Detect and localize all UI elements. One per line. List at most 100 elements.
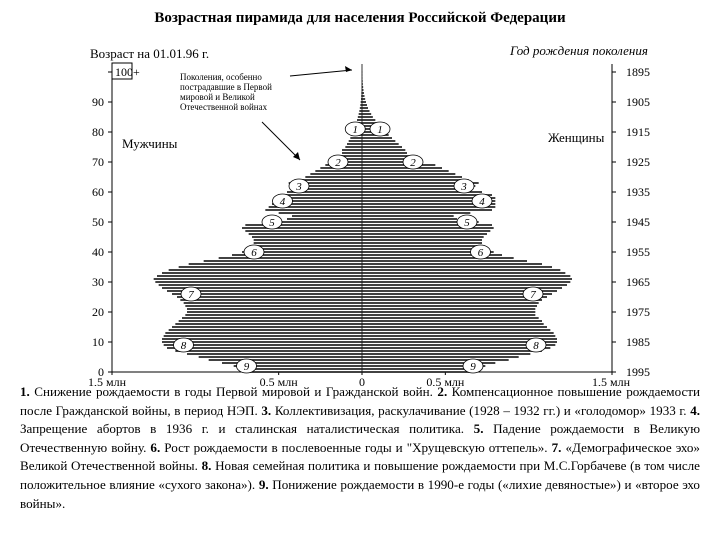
- male-bar: [158, 284, 362, 286]
- female-bar: [362, 269, 561, 271]
- male-bar: [167, 290, 362, 292]
- age-tick-label: 10: [92, 335, 104, 349]
- marker-label-male: 1: [353, 124, 359, 136]
- x-tick-label: 1,5 млн: [88, 375, 127, 386]
- male-bar: [208, 359, 362, 361]
- x-tick-label: 0,5 млн: [260, 375, 299, 386]
- female-bar: [362, 170, 449, 172]
- year-tick-label: 1905: [626, 95, 650, 109]
- female-bar: [362, 140, 396, 142]
- y-left-label: Возраст на 01.01.96 г.: [90, 46, 209, 61]
- chart-labels: Возраст на 01.01.96 г. Год рождения покол…: [88, 43, 650, 386]
- male-bar: [360, 104, 362, 106]
- marker-ellipse: [261, 214, 283, 230]
- female-bar: [362, 110, 370, 112]
- male-bar: [163, 344, 362, 346]
- female-bar: [362, 155, 409, 157]
- male-bar: [162, 341, 362, 343]
- marker-label-female: 2: [410, 157, 416, 169]
- male-bar: [252, 236, 362, 238]
- female-bar: [362, 362, 496, 364]
- year-tick-label: 1965: [626, 275, 650, 289]
- marker-ellipse: [344, 121, 366, 137]
- age-tick-label: 70: [92, 155, 104, 169]
- male-bar: [175, 323, 362, 325]
- marker-label-male: 8: [181, 340, 187, 352]
- female-bar: [362, 242, 482, 244]
- male-bar: [342, 149, 362, 151]
- female-bar: [362, 302, 539, 304]
- year-tick-label: 1915: [626, 125, 650, 139]
- marker-label-male: 6: [251, 247, 257, 259]
- male-bar: [203, 260, 362, 262]
- male-bar: [361, 98, 362, 100]
- male-bar: [172, 293, 362, 295]
- callout-arrowhead-bottom: [293, 152, 300, 160]
- female-bar: [362, 329, 551, 331]
- female-bar: [362, 359, 509, 361]
- male-bar: [180, 299, 362, 301]
- note-text: Компенсационное повышение рождаемости по…: [20, 384, 700, 418]
- male-bar: [315, 170, 362, 172]
- male-bar: [185, 314, 362, 316]
- female-bar: [362, 185, 476, 187]
- female-bar: [362, 275, 571, 277]
- female-bar: [362, 92, 364, 94]
- male-bar: [361, 92, 362, 94]
- female-bar: [362, 314, 536, 316]
- callout-arrowhead-top: [345, 66, 352, 72]
- male-bar: [292, 185, 362, 187]
- female-bar: [362, 230, 491, 232]
- male-bar: [163, 335, 362, 337]
- male-bar: [338, 158, 362, 160]
- female-bar: [362, 161, 419, 163]
- male-bar: [233, 365, 362, 367]
- male-bar: [288, 182, 362, 184]
- female-bar: [362, 95, 365, 97]
- female-bar: [362, 77, 363, 79]
- age-tick-label: 90: [92, 95, 104, 109]
- male-bar: [172, 326, 362, 328]
- marker-label-female: 1: [377, 124, 383, 136]
- female-bar: [362, 260, 527, 262]
- female-bar: [362, 308, 536, 310]
- x-tick-label: 0: [359, 375, 365, 386]
- female-bar: [362, 290, 557, 292]
- x-tick-label: 0,5 млн: [426, 375, 465, 386]
- age-tick-label: 60: [92, 185, 104, 199]
- female-bar: [362, 263, 542, 265]
- male-bar: [358, 113, 362, 115]
- female-bar: [362, 257, 514, 259]
- marker-ellipse: [272, 193, 293, 209]
- note-text: Снижение рождаемости в годы Первой миров…: [29, 384, 438, 399]
- male-bar: [222, 362, 362, 364]
- male-bar: [305, 176, 362, 178]
- year-tick-label: 1945: [626, 215, 650, 229]
- male-bar: [253, 242, 362, 244]
- year-tick-label: 1935: [626, 185, 650, 199]
- male-bar: [162, 338, 362, 340]
- note-text: Падение рождаемости в Великую Отечествен…: [20, 421, 701, 455]
- marker-label-male: 4: [280, 196, 286, 208]
- callout-text: Поколения, особенно: [180, 72, 262, 82]
- male-bar: [298, 179, 362, 181]
- year-tick-label: 1985: [626, 335, 650, 349]
- male-bar: [275, 197, 362, 199]
- male-bar: [168, 269, 362, 271]
- note-text: Запрещение абортов в 1936 г. и сталинска…: [20, 421, 474, 437]
- marker-ellipse: [470, 244, 491, 260]
- male-bar: [357, 119, 362, 121]
- male-bar: [248, 233, 362, 235]
- age-tick-label: 100+: [115, 65, 140, 79]
- female-bar: [362, 296, 547, 298]
- marker-label-male: 2: [335, 157, 341, 169]
- female-bar: [362, 188, 472, 190]
- female-bar: [362, 356, 519, 358]
- male-bar: [359, 107, 362, 109]
- female-bar: [362, 143, 399, 145]
- marker-label-male: 5: [269, 217, 275, 229]
- female-bar: [362, 278, 572, 280]
- male-bar: [347, 143, 362, 145]
- female-bar: [362, 287, 562, 289]
- male-bar: [155, 281, 362, 283]
